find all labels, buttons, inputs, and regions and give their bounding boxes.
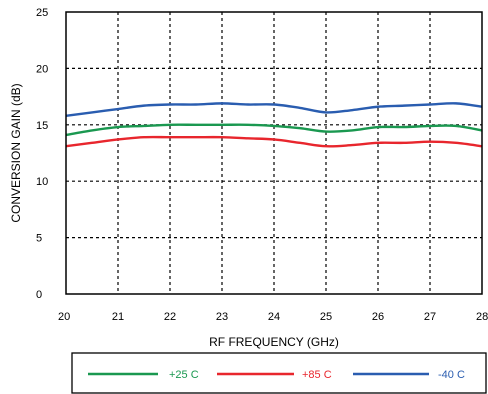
plot-frame	[65, 11, 483, 295]
x-tick-labels: 20 21 22 23 24 25 26 27 28	[58, 311, 488, 323]
x-axis-label: RF FREQUENCY (GHz)	[209, 335, 339, 349]
legend-label: +25 C	[169, 369, 199, 381]
y-tick-label: 25	[36, 7, 48, 19]
series-line-2	[65, 135, 483, 148]
x-tick-label: 27	[424, 311, 436, 323]
x-tick-label: 20	[58, 311, 70, 323]
x-tick-label: 26	[372, 311, 384, 323]
series-line-1	[65, 123, 483, 137]
x-tick-label: 24	[268, 311, 280, 323]
grid-lines	[66, 12, 482, 294]
y-tick-label: 0	[36, 289, 42, 301]
series-lines	[65, 102, 483, 148]
legend: +25 C +85 C -40 C	[71, 352, 487, 394]
y-tick-label: 20	[36, 63, 48, 75]
y-axis-label: CONVERSION GAIN (dB)	[9, 83, 23, 222]
y-tick-label: 15	[36, 120, 48, 132]
x-tick-label: 22	[164, 311, 176, 323]
series-line-3	[65, 102, 483, 117]
legend-label: +85 C	[302, 369, 332, 381]
y-tick-label: 5	[36, 233, 42, 245]
x-tick-label: 21	[112, 311, 124, 323]
y-tick-labels: 0 5 10 15 20 25	[36, 7, 48, 301]
x-tick-label: 25	[320, 311, 332, 323]
legend-label: -40 C	[438, 369, 465, 381]
x-tick-label: 28	[476, 311, 488, 323]
x-tick-label: 23	[216, 311, 228, 323]
y-tick-label: 10	[36, 176, 48, 188]
